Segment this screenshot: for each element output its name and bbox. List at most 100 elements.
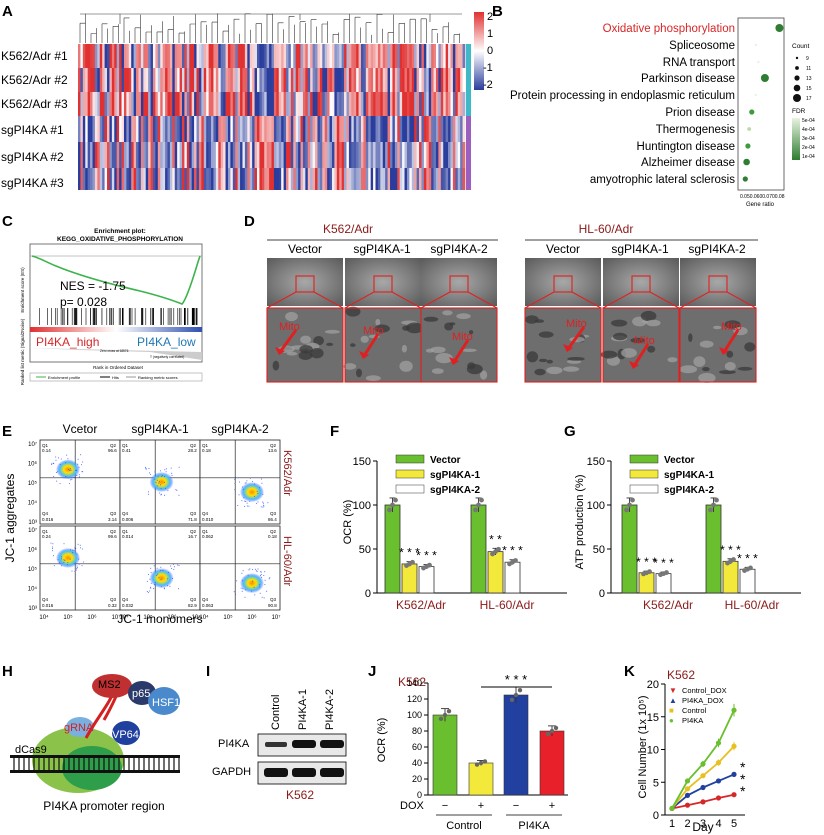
heatmap-cell xyxy=(380,142,384,168)
heatmap-cell xyxy=(390,142,393,168)
heatmap-cell xyxy=(97,68,101,92)
heatmap-cell xyxy=(438,92,442,116)
dna-strand xyxy=(10,770,180,773)
flow-event xyxy=(178,565,180,566)
heatmap-cell xyxy=(82,44,86,68)
heatmap-cell xyxy=(298,68,301,92)
tem-texture xyxy=(343,363,357,370)
tem-texture xyxy=(724,361,736,371)
replicate-point xyxy=(708,507,713,513)
flow-event xyxy=(167,585,169,587)
flow-event xyxy=(237,505,239,506)
tem-texture xyxy=(449,322,456,326)
heatmap-cell xyxy=(302,168,306,190)
tem-group-label: HL-60/Adr xyxy=(579,222,634,236)
heatmap-cell xyxy=(259,168,263,190)
replicate-point xyxy=(624,507,629,513)
flow-event xyxy=(81,464,82,466)
schematic-label: p65 xyxy=(132,688,150,700)
gsea-low-label: PI4KA_low xyxy=(137,335,196,349)
flow-event xyxy=(67,564,69,566)
heatmap-cell xyxy=(194,68,197,92)
tem-texture xyxy=(534,368,546,376)
flow-event xyxy=(158,577,160,579)
flow-event xyxy=(261,478,262,480)
heatmap-cell xyxy=(138,92,142,116)
heatmap-cell xyxy=(457,116,461,142)
heatmap-cell xyxy=(143,68,147,92)
flow-event xyxy=(263,502,264,504)
heatmap-cell xyxy=(119,44,122,68)
flow-event xyxy=(74,547,76,549)
heatmap-cell xyxy=(215,142,219,168)
heatmap-cell xyxy=(201,44,205,68)
heatmap-cell xyxy=(460,44,463,68)
legend-swatch-sg2 xyxy=(629,484,659,494)
heatmap-cell xyxy=(85,116,88,142)
heatmap-cell xyxy=(445,44,449,68)
legend-label: Control_DOX xyxy=(682,686,727,695)
heatmap-cell xyxy=(346,168,350,190)
flow-event xyxy=(238,494,240,496)
heatmap-cell xyxy=(80,44,84,68)
heatmap-cell xyxy=(276,168,280,190)
heatmap-cell xyxy=(409,44,413,68)
heatmap-cell xyxy=(394,68,398,92)
heatmap-cell xyxy=(339,44,342,68)
flow-x-tick: 10⁵ xyxy=(63,614,73,621)
flow-event xyxy=(61,558,63,560)
heatmap-cell xyxy=(78,142,81,168)
heatmap-cell xyxy=(225,168,229,190)
heatmap-row-label: sgPI4KA #3 xyxy=(1,176,64,190)
heatmap-cell xyxy=(223,116,226,142)
heatmap-cell xyxy=(206,142,209,168)
heatmap-cell xyxy=(155,44,159,68)
heatmap-cell xyxy=(411,142,415,168)
heatmap-cell xyxy=(215,68,219,92)
heatmap-cell xyxy=(298,92,301,116)
heatmap-cell xyxy=(136,142,139,168)
heatmap-cell xyxy=(445,142,449,168)
heatmap-cell xyxy=(198,168,202,190)
tem-texture xyxy=(461,348,477,352)
heatmap-cell xyxy=(213,116,217,142)
flow-event xyxy=(173,568,175,570)
heatmap-cell xyxy=(85,44,88,68)
flow-event xyxy=(76,469,77,471)
flow-x-tick: 10⁶ xyxy=(167,614,177,621)
heatmap-cell xyxy=(201,92,205,116)
heatmap-cell xyxy=(80,116,84,142)
blot-band-label: PI4KA xyxy=(218,738,250,750)
heatmap-cell xyxy=(319,116,323,142)
heatmap-cell xyxy=(256,142,260,168)
heatmap-cell xyxy=(278,44,282,68)
panel-letter-j: J xyxy=(368,663,376,680)
heatmap-cell xyxy=(406,116,410,142)
heatmap-cell xyxy=(249,168,253,190)
fdr-legend-title: FDR xyxy=(792,108,806,115)
heatmap-cell xyxy=(167,68,171,92)
heatmap-cell xyxy=(80,92,84,116)
dna-rung-lines xyxy=(13,758,180,770)
dox-label: DOX xyxy=(400,800,425,812)
heatmap-cell xyxy=(312,116,316,142)
flow-q-value: 0.18 xyxy=(268,534,277,539)
heatmap-cell xyxy=(254,168,258,190)
heatmap-cell xyxy=(99,142,103,168)
heatmap-cell xyxy=(160,68,163,92)
heatmap-cell xyxy=(390,168,393,190)
flow-event xyxy=(56,480,58,482)
flow-event xyxy=(146,591,148,592)
hsf1-domain xyxy=(148,687,180,715)
heatmap-cell xyxy=(360,68,364,92)
heatmap-cell xyxy=(145,168,149,190)
heatmap-cell xyxy=(271,92,275,116)
heatmap-cell xyxy=(165,68,168,92)
heatmap-cell xyxy=(370,92,374,116)
heatmap-cell xyxy=(196,68,200,92)
heatmap-cell xyxy=(119,116,122,142)
tem-zoom-frame xyxy=(266,307,344,383)
heatmap-cell xyxy=(111,168,115,190)
replicate-point xyxy=(553,725,559,731)
